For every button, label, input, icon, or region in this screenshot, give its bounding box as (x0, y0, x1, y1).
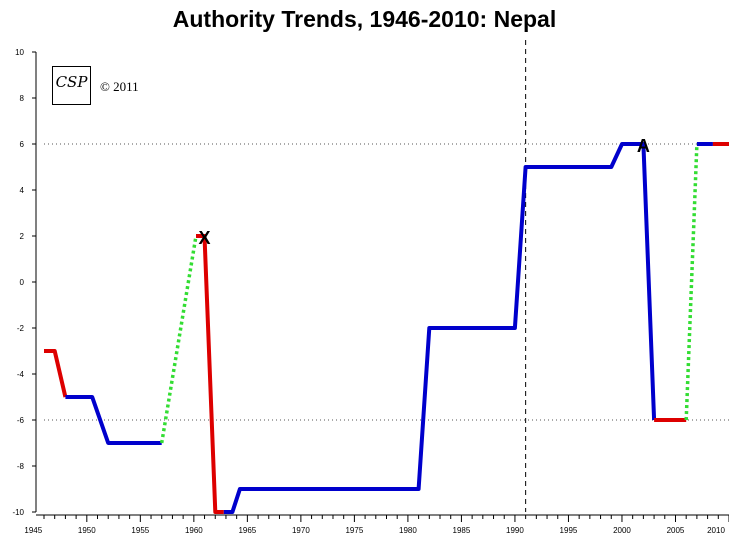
x-tick-label: 1955 (131, 526, 149, 535)
annotation-label: A (637, 136, 650, 156)
x-tick-label: 1960 (185, 526, 203, 535)
series-segment-green (159, 235, 198, 444)
annotation-label: X (199, 228, 211, 248)
x-tick-label: 2000 (613, 526, 631, 535)
series-segment-blue (223, 142, 657, 514)
y-tick-label: 6 (20, 140, 25, 149)
annotations: XA (199, 136, 650, 248)
y-tick-label: -10 (12, 508, 24, 517)
y-tick-label: 10 (15, 48, 24, 57)
x-tick-label: 1990 (506, 526, 524, 535)
y-tick-label: -6 (17, 416, 25, 425)
series-segment-green (684, 143, 699, 421)
x-tick-label: 2010 (707, 526, 725, 535)
series-segment-red (196, 234, 224, 514)
reference-lines (44, 40, 729, 512)
x-tick-label: 1970 (292, 526, 310, 535)
logo-text: CSP (55, 73, 88, 91)
x-tick-label: 1985 (453, 526, 471, 535)
series-segment-red (44, 349, 68, 398)
x-tick-label: 1950 (78, 526, 96, 535)
y-tick-label: 0 (20, 278, 25, 287)
x-tick-label: 1965 (238, 526, 256, 535)
x-tick-label: 1975 (345, 526, 363, 535)
y-tick-label: -4 (17, 370, 25, 379)
y-tick-label: -2 (17, 324, 25, 333)
chart-title: Authority Trends, 1946-2010: Nepal (172, 6, 557, 32)
y-tick-label: 4 (20, 186, 25, 195)
series (44, 142, 729, 514)
x-tick-label: 2005 (667, 526, 685, 535)
y-tick-label: 8 (20, 94, 25, 103)
x-tick-label: 1995 (560, 526, 578, 535)
y-tick-label: -8 (17, 462, 25, 471)
x-tick-label: 1980 (399, 526, 417, 535)
copyright-text: © 2011 (100, 79, 139, 94)
csp-logo: CSP (52, 66, 91, 105)
series-segment-blue (65, 395, 162, 445)
y-tick-label: 2 (20, 232, 25, 241)
x-tick-label: 1945 (24, 526, 42, 535)
